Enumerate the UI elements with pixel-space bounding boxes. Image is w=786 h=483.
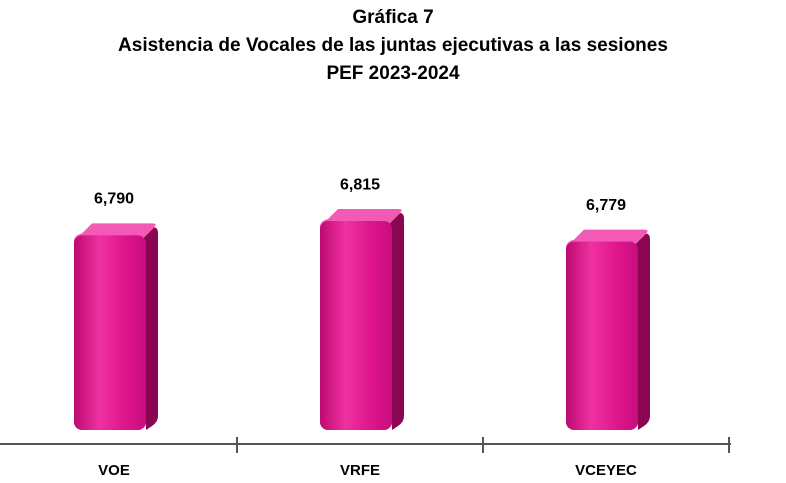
x-tick-label: VCEYEC bbox=[575, 462, 637, 479]
data-label: 6,779 bbox=[586, 197, 626, 214]
bar-tint bbox=[320, 221, 392, 430]
chart-title: Asistencia de Vocales de las juntas ejec… bbox=[118, 35, 668, 56]
bar-tint bbox=[566, 241, 638, 430]
x-tick-label: VRFE bbox=[340, 462, 380, 479]
bar bbox=[320, 221, 392, 430]
bar-tint bbox=[74, 235, 146, 430]
data-label: 6,815 bbox=[340, 176, 380, 193]
bar bbox=[566, 241, 638, 430]
data-label: 6,790 bbox=[94, 191, 134, 208]
chart-title: PEF 2023-2024 bbox=[326, 63, 460, 84]
chart-title: Gráfica 7 bbox=[352, 7, 433, 28]
x-tick-label: VOE bbox=[98, 462, 130, 479]
bar bbox=[74, 235, 146, 430]
